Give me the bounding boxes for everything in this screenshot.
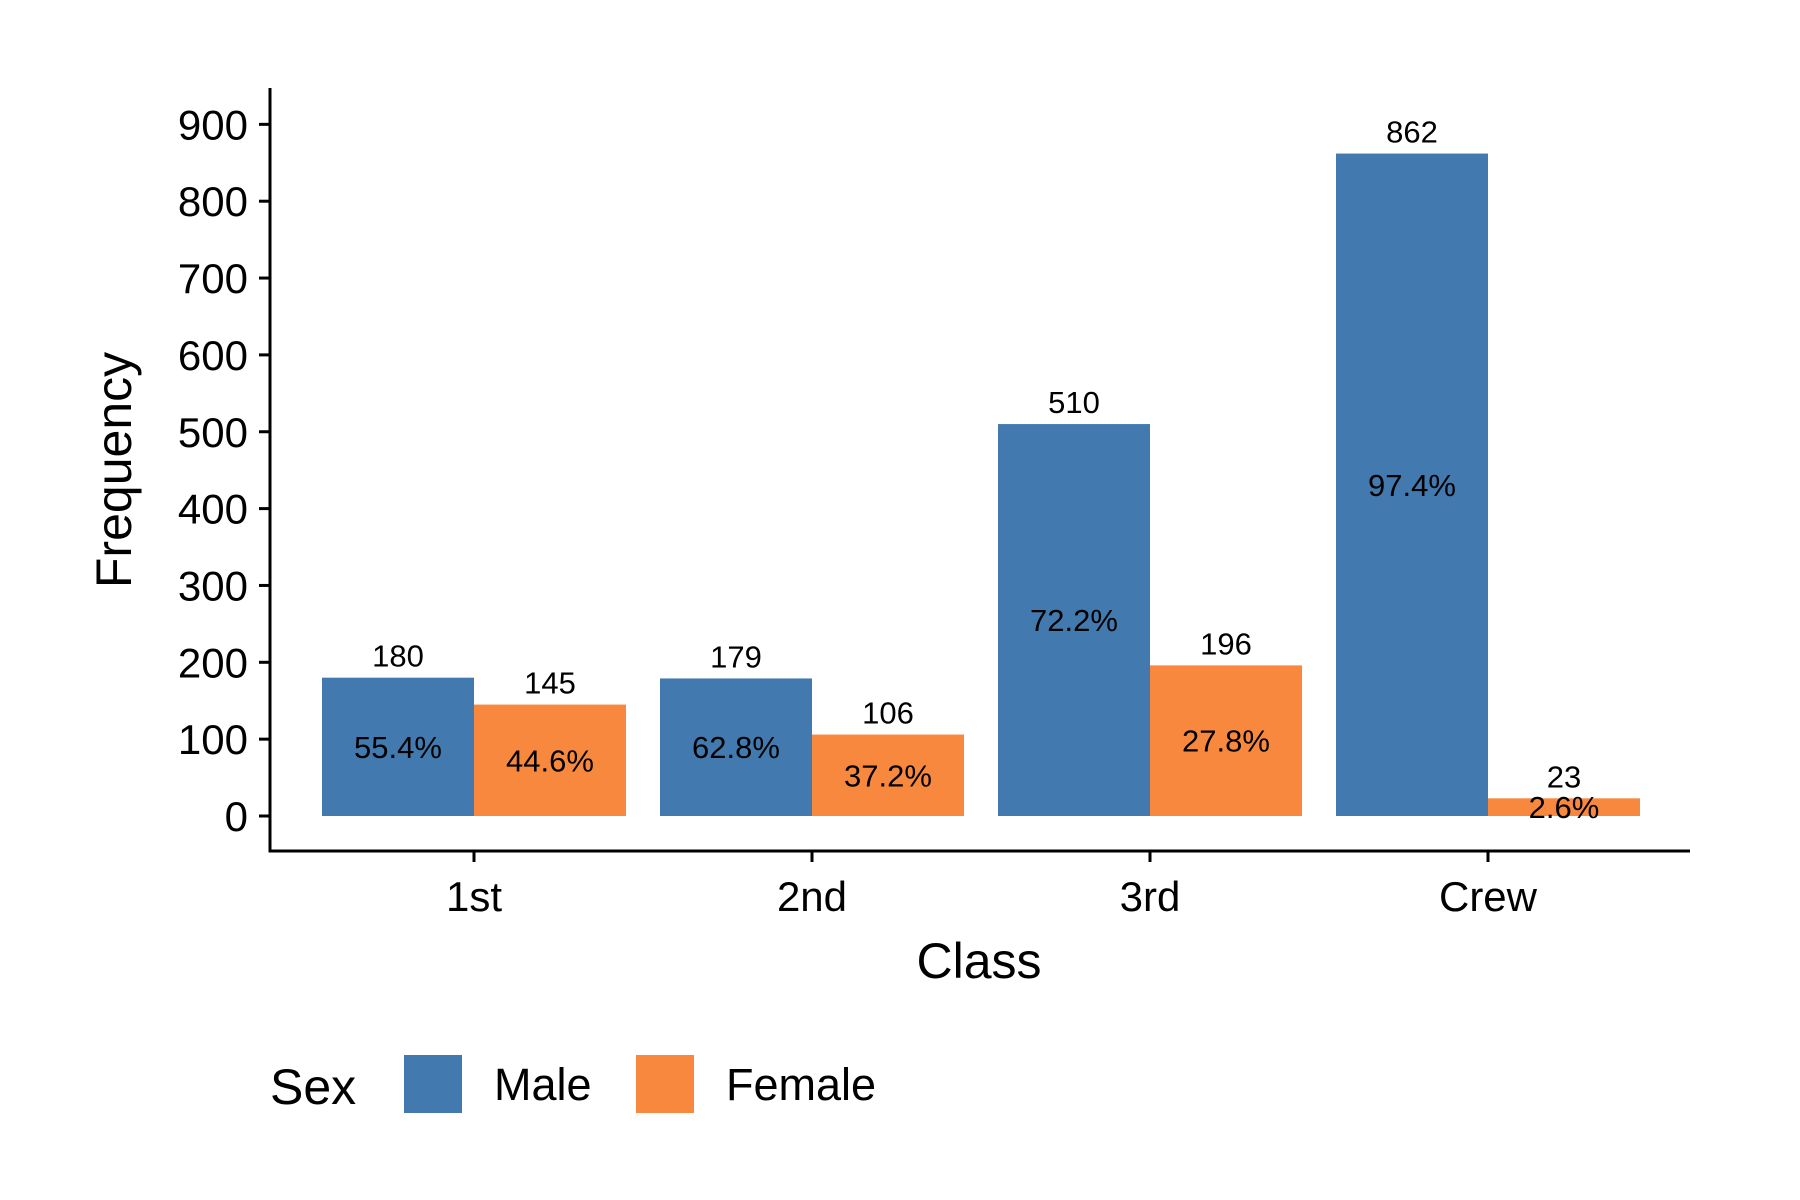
- bar-value-label: 510: [1048, 385, 1100, 420]
- bar-male-crew: [1336, 153, 1488, 817]
- bar-percent-label: 55.4%: [354, 730, 442, 765]
- y-tick-label: 300: [178, 562, 248, 609]
- y-tick-label: 100: [178, 716, 248, 763]
- legend-label-female: Female: [726, 1059, 876, 1110]
- legend-title: Sex: [270, 1059, 356, 1115]
- x-tick-label: 2nd: [777, 873, 847, 920]
- legend-key-male: [404, 1055, 462, 1113]
- bar-male-3rd: [998, 424, 1150, 816]
- x-axis-title: Class: [916, 933, 1041, 989]
- y-tick-label: 400: [178, 486, 248, 533]
- bar-value-label: 180: [372, 639, 424, 674]
- bar-percent-label: 2.6%: [1529, 790, 1600, 825]
- y-axis: 0 100 200 300 400 500 600 700 800 900: [178, 88, 272, 851]
- y-tick-label: 700: [178, 255, 248, 302]
- x-tick-label: 3rd: [1120, 873, 1181, 920]
- bar-male-1st: [322, 677, 474, 816]
- y-tick-label: 200: [178, 639, 248, 686]
- legend: Sex Male Female: [270, 1055, 876, 1115]
- bar-value-label: 145: [524, 666, 576, 701]
- bar-percent-label: 37.2%: [844, 758, 932, 793]
- bar-male-2nd: [660, 678, 812, 816]
- legend-label-male: Male: [494, 1059, 592, 1110]
- bar-value-label: 179: [710, 639, 762, 674]
- bar-value-label: 196: [1200, 626, 1252, 661]
- legend-key-female: [636, 1055, 694, 1113]
- y-tick-label: 600: [178, 332, 248, 379]
- bar-value-label: 23: [1547, 759, 1581, 794]
- y-tick-label: 500: [178, 409, 248, 456]
- bar-percent-label: 62.8%: [692, 730, 780, 765]
- bar-female-1st: [474, 704, 626, 816]
- bar-labels: 180 55.4% 179 62.8% 510 72.2% 862 97.4% 145 44.6%…: [354, 115, 1599, 826]
- y-tick-label: 0: [225, 793, 248, 840]
- bar-percent-label: 72.2%: [1030, 603, 1118, 638]
- bar-female-crew: [1488, 798, 1640, 816]
- x-tick-label: Crew: [1439, 873, 1538, 920]
- bar-percent-label: 27.8%: [1182, 724, 1270, 759]
- bars: [322, 153, 1640, 817]
- bar-female-2nd: [812, 734, 964, 816]
- y-tick-label: 800: [178, 178, 248, 225]
- x-tick-label: 1st: [446, 873, 502, 920]
- bar-percent-label: 44.6%: [506, 743, 594, 778]
- x-axis: 1st 2nd 3rd Crew: [268, 849, 1690, 920]
- y-tick-label: 900: [178, 101, 248, 148]
- bar-value-label: 862: [1386, 115, 1438, 150]
- bar-female-3rd: [1150, 665, 1302, 816]
- bar-percent-label: 97.4%: [1368, 468, 1456, 503]
- bar-value-label: 106: [862, 696, 914, 731]
- y-axis-title: Frequency: [86, 352, 142, 588]
